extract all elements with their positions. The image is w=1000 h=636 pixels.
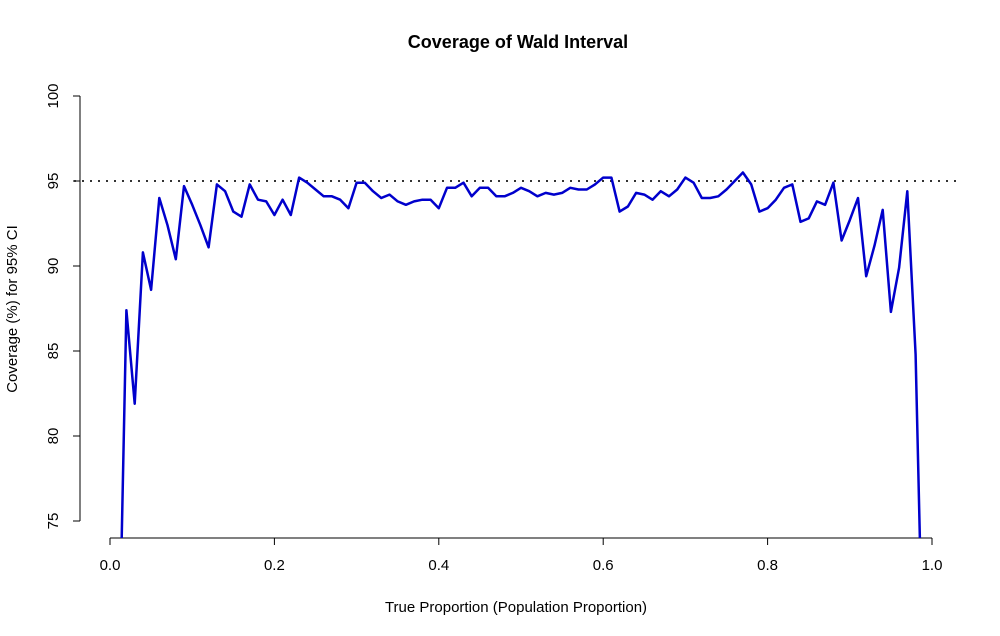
x-tick-label: 0.6 — [593, 557, 614, 574]
y-tick-label: 90 — [45, 258, 62, 275]
axes: 0.0 0.2 0.4 0.6 0.8 1.0 75 80 85 90 95 100 — [45, 83, 942, 574]
x-tick-label: 0.2 — [264, 557, 285, 574]
series-layer — [118, 173, 924, 636]
chart-title: Coverage of Wald Interval — [408, 32, 628, 52]
x-tick-label: 0.8 — [757, 557, 778, 574]
coverage-series-line — [118, 173, 924, 636]
y-tick-label: 100 — [45, 83, 62, 108]
y-tick-label: 75 — [45, 513, 62, 530]
x-tick-label: 0.0 — [100, 557, 121, 574]
y-tick-label: 95 — [45, 173, 62, 190]
x-tick-label: 0.4 — [428, 557, 449, 574]
y-tick-label: 80 — [45, 428, 62, 445]
y-tick-label: 85 — [45, 343, 62, 360]
y-axis-label: Coverage (%) for 95% CI — [4, 225, 21, 393]
x-tick-label: 1.0 — [922, 557, 943, 574]
x-axis-label: True Proportion (Population Proportion) — [385, 599, 647, 616]
